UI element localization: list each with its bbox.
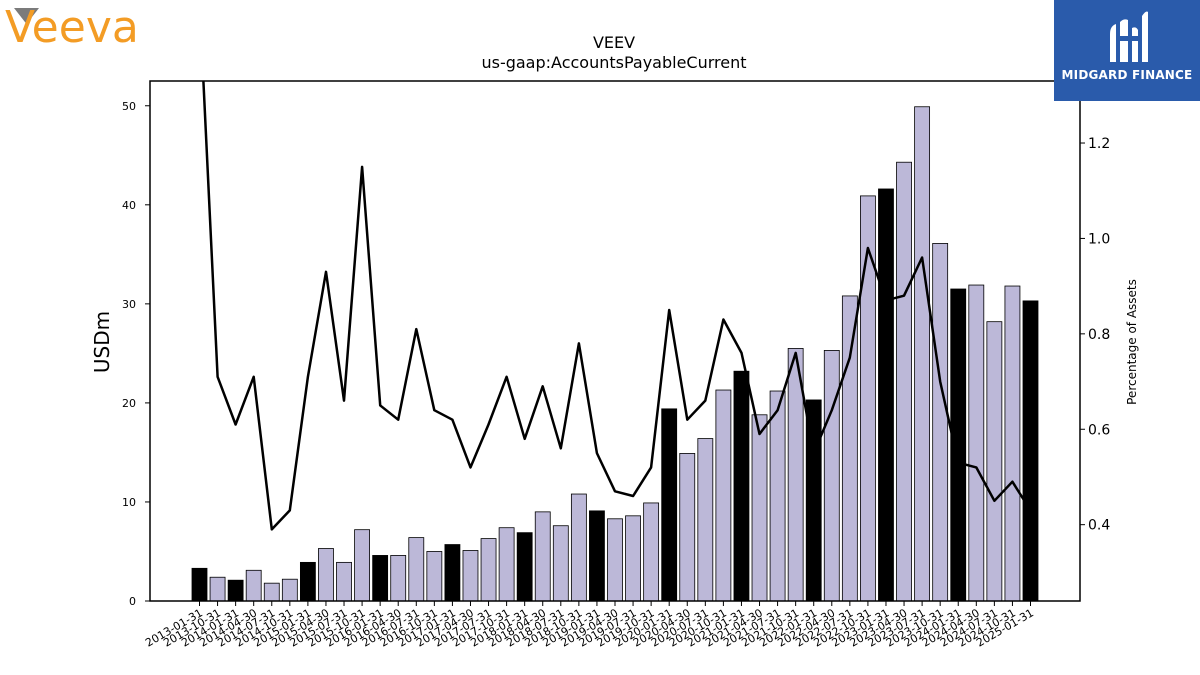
bar-2016-01-31 xyxy=(372,555,389,602)
line-series xyxy=(202,81,1032,531)
midgard-finance-wordmark: MIDGARD FINANCE xyxy=(1061,68,1193,82)
bar-2021-01-31 xyxy=(733,370,750,602)
bar-2015-10-31 xyxy=(354,529,370,602)
bar-2013-10-31 xyxy=(209,576,226,602)
bar-2018-07-31 xyxy=(552,525,569,602)
veeva-logo-chevron-icon xyxy=(14,8,39,24)
y-tick-label: 20 xyxy=(122,397,136,410)
bar-2017-07-31 xyxy=(480,538,497,602)
bar-2016-07-31 xyxy=(408,537,425,602)
midgard-finance-logo: MIDGARD FINANCE xyxy=(1054,0,1200,101)
bar-2020-07-31 xyxy=(697,438,714,602)
bar-2023-10-31 xyxy=(932,243,949,602)
bar-2022-04-30 xyxy=(823,350,840,602)
y-tick-label: 10 xyxy=(122,496,136,509)
bar-2019-07-31 xyxy=(625,515,641,602)
bar-2014-04-30 xyxy=(245,569,262,602)
bar-2024-01-31 xyxy=(950,288,967,602)
bar-2018-10-31 xyxy=(570,493,587,602)
bar-2022-07-31 xyxy=(841,295,858,602)
bar-2023-04-30 xyxy=(896,161,912,602)
y2-tick-label: 0.4 xyxy=(1088,518,1110,534)
x-axis-ticks: 2013-01-312013-10-312014-01-312014-04-30… xyxy=(143,601,1036,650)
y-tick-label: 30 xyxy=(122,298,136,311)
y-tick-label: 0 xyxy=(129,595,136,608)
bar-series xyxy=(191,106,1039,602)
bar-2023-01-31 xyxy=(878,188,894,602)
bar-2016-10-31 xyxy=(426,551,443,602)
midgard-logo-mark-icon xyxy=(1110,11,1148,62)
bar-2019-10-31 xyxy=(643,502,660,602)
bar-2016-04-30 xyxy=(390,555,407,602)
y-axis-label: USDm xyxy=(90,311,114,373)
bar-2024-07-31 xyxy=(986,321,1003,602)
line-percentage-of-assets xyxy=(202,81,1032,531)
bar-2020-01-31 xyxy=(661,408,678,602)
chart-title: VEEV xyxy=(593,33,635,52)
bar-2014-01-31 xyxy=(227,579,244,602)
y2-axis-label: Percentage of Assets xyxy=(1125,279,1139,405)
bar-2017-10-31 xyxy=(498,527,515,602)
bar-2015-01-31 xyxy=(299,561,316,602)
bar-2018-01-31 xyxy=(516,532,533,602)
y2-tick-label: 0.8 xyxy=(1088,327,1110,343)
bar-2019-01-31 xyxy=(589,510,605,602)
y2-axis-ticks: 0.4 0.6 0.8 1.0 1.2 xyxy=(1080,136,1110,534)
bar-2017-04-30 xyxy=(462,550,479,602)
veeva-logo-mark: Veeva xyxy=(5,2,139,53)
y-tick-label: 40 xyxy=(122,199,136,212)
bar-2015-07-31 xyxy=(336,561,352,602)
y2-tick-label: 0.6 xyxy=(1088,422,1110,438)
bar-2017-01-31 xyxy=(444,544,461,602)
bar-2013-01-31 xyxy=(191,567,208,602)
bar-2020-10-31 xyxy=(715,389,732,602)
bar-2020-04-30 xyxy=(679,453,696,602)
bar-2021-04-30 xyxy=(751,414,768,602)
bar-2018-04-30 xyxy=(534,511,551,602)
plot-frame xyxy=(149,80,1081,602)
veeva-logo: Veeva xyxy=(5,2,175,53)
bar-2021-07-31 xyxy=(769,390,786,602)
svg-text:Veeva: Veeva xyxy=(5,2,139,48)
chart-subtitle: us-gaap:AccountsPayableCurrent xyxy=(481,53,746,72)
y-tick-label: 50 xyxy=(122,100,136,113)
bar-2014-07-31 xyxy=(263,582,280,602)
bar-2014-10-31 xyxy=(281,578,298,602)
bar-2024-10-31 xyxy=(1004,285,1021,602)
y-axis-ticks: 0 10 20 30 40 50 xyxy=(122,100,150,608)
y2-tick-label: 1.2 xyxy=(1088,136,1110,152)
bar-2015-04-30 xyxy=(318,548,334,602)
bar-2019-04-30 xyxy=(607,518,623,602)
y2-tick-label: 1.0 xyxy=(1088,231,1110,247)
bar-2023-07-31 xyxy=(914,106,931,602)
bar-2024-04-30 xyxy=(968,284,985,602)
chart-title-group: VEEV us-gaap:AccountsPayableCurrent xyxy=(481,33,746,72)
bar-2022-10-31 xyxy=(860,195,876,602)
bar-2025-01-31 xyxy=(1022,300,1039,602)
